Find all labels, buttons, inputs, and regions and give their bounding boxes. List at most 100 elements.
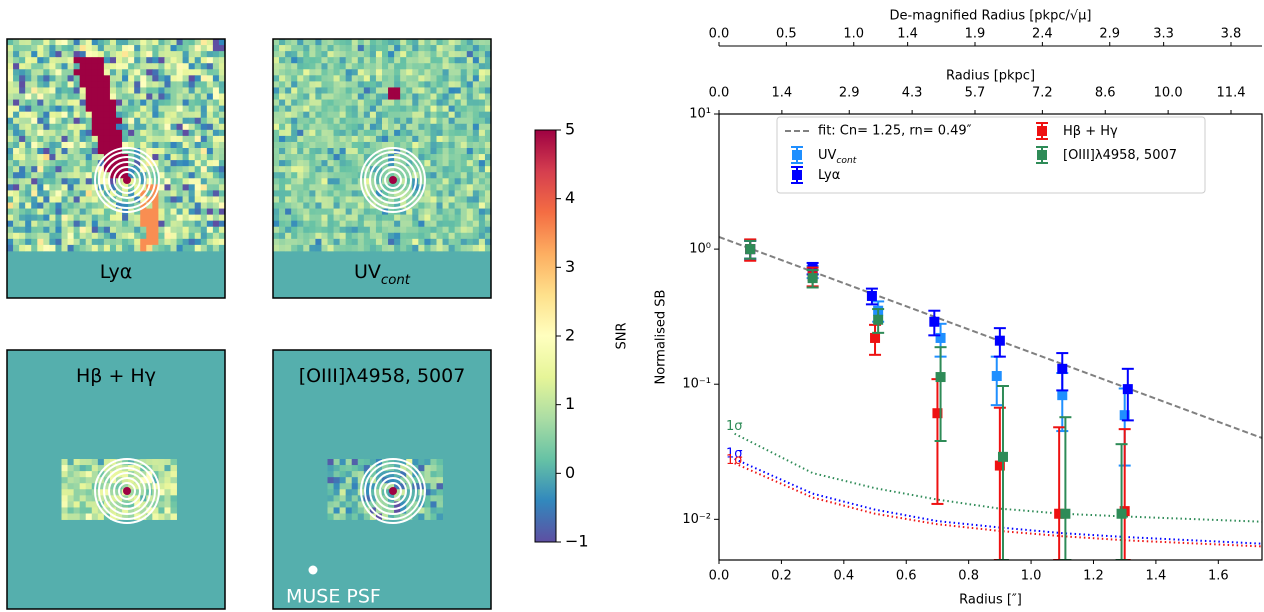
pixel bbox=[484, 111, 492, 119]
pixel bbox=[339, 489, 347, 496]
pixel bbox=[436, 238, 443, 246]
pixel bbox=[472, 51, 480, 58]
pixel bbox=[394, 226, 401, 234]
pixel bbox=[315, 220, 322, 228]
pixel bbox=[176, 69, 184, 76]
pixel bbox=[140, 93, 147, 100]
pixel bbox=[357, 148, 365, 155]
pixel bbox=[158, 190, 165, 197]
pixel bbox=[466, 184, 474, 191]
pixel bbox=[418, 69, 425, 76]
pixel bbox=[25, 129, 32, 137]
pixel bbox=[158, 238, 165, 246]
pixel bbox=[218, 87, 226, 94]
panel-label-main: Lyα bbox=[100, 261, 133, 283]
pixel bbox=[13, 220, 20, 228]
pixel bbox=[25, 45, 32, 52]
psf-label: MUSE PSF bbox=[286, 586, 381, 608]
pixel bbox=[158, 226, 165, 234]
pixel bbox=[285, 238, 292, 246]
pixel bbox=[152, 226, 159, 234]
pixel bbox=[448, 226, 456, 234]
pixel bbox=[116, 129, 123, 137]
pixel bbox=[333, 513, 341, 520]
pixel bbox=[188, 244, 196, 252]
pixel bbox=[19, 148, 26, 155]
pixel bbox=[134, 111, 141, 119]
pixel bbox=[176, 39, 184, 46]
pixel bbox=[327, 238, 334, 246]
pixel bbox=[351, 513, 359, 520]
pixel bbox=[200, 45, 208, 52]
pixel bbox=[103, 501, 111, 508]
pixel bbox=[369, 226, 377, 234]
pixel bbox=[67, 123, 75, 131]
pixel bbox=[472, 57, 480, 64]
pixel bbox=[194, 57, 202, 64]
pixel bbox=[182, 238, 190, 246]
pixel bbox=[67, 87, 75, 94]
pixel bbox=[363, 184, 371, 191]
pixel bbox=[188, 202, 196, 209]
pixel bbox=[303, 238, 310, 246]
pixel bbox=[321, 226, 328, 234]
pixel bbox=[91, 501, 99, 508]
pixel bbox=[188, 81, 196, 88]
pixel bbox=[146, 513, 153, 520]
pixel bbox=[152, 208, 159, 216]
pixel bbox=[460, 220, 468, 228]
pixel bbox=[194, 45, 202, 52]
pixel bbox=[31, 57, 38, 64]
y-tick-label: 10⁰ bbox=[689, 242, 711, 257]
pixel bbox=[13, 196, 20, 203]
pixel bbox=[279, 178, 286, 185]
pixel bbox=[297, 45, 304, 52]
pixel bbox=[164, 172, 171, 179]
pixel bbox=[67, 220, 75, 228]
pixel bbox=[430, 105, 437, 113]
pixel bbox=[375, 45, 383, 52]
pixel bbox=[400, 129, 407, 137]
pixel bbox=[442, 160, 450, 167]
pixel bbox=[406, 57, 413, 64]
pixel bbox=[73, 117, 81, 125]
pixel bbox=[333, 172, 341, 179]
pixel bbox=[13, 190, 20, 197]
pixel bbox=[79, 45, 87, 52]
pixel bbox=[13, 238, 20, 246]
pixel bbox=[218, 63, 226, 70]
pixel bbox=[430, 507, 437, 514]
pixel bbox=[134, 214, 141, 222]
pixel bbox=[363, 244, 371, 252]
pixel bbox=[327, 160, 334, 167]
pixel bbox=[357, 39, 365, 46]
pixel bbox=[406, 459, 413, 466]
pixel bbox=[109, 117, 117, 125]
pixel bbox=[339, 178, 347, 185]
pixel bbox=[13, 172, 20, 179]
pixel bbox=[333, 57, 341, 64]
pixel bbox=[146, 81, 153, 88]
pixel bbox=[7, 160, 14, 167]
pixel bbox=[49, 232, 56, 240]
pixel bbox=[128, 172, 135, 179]
pixel bbox=[412, 57, 419, 64]
pixel bbox=[43, 117, 50, 125]
pixel bbox=[309, 166, 316, 173]
pixel bbox=[388, 483, 395, 490]
marker bbox=[1057, 390, 1068, 401]
pixel bbox=[97, 87, 105, 94]
pixel bbox=[194, 93, 202, 100]
pixel bbox=[406, 75, 413, 82]
pixel bbox=[363, 75, 371, 82]
pixel bbox=[357, 214, 365, 222]
pixel bbox=[357, 513, 365, 520]
pixel bbox=[382, 465, 389, 472]
pixel bbox=[406, 166, 413, 173]
pixel bbox=[375, 87, 383, 94]
pixel bbox=[37, 226, 44, 234]
pixel bbox=[279, 220, 286, 228]
x-tick-label: 1.0 bbox=[1021, 569, 1042, 584]
pixel bbox=[152, 184, 159, 191]
pixel bbox=[79, 507, 87, 514]
